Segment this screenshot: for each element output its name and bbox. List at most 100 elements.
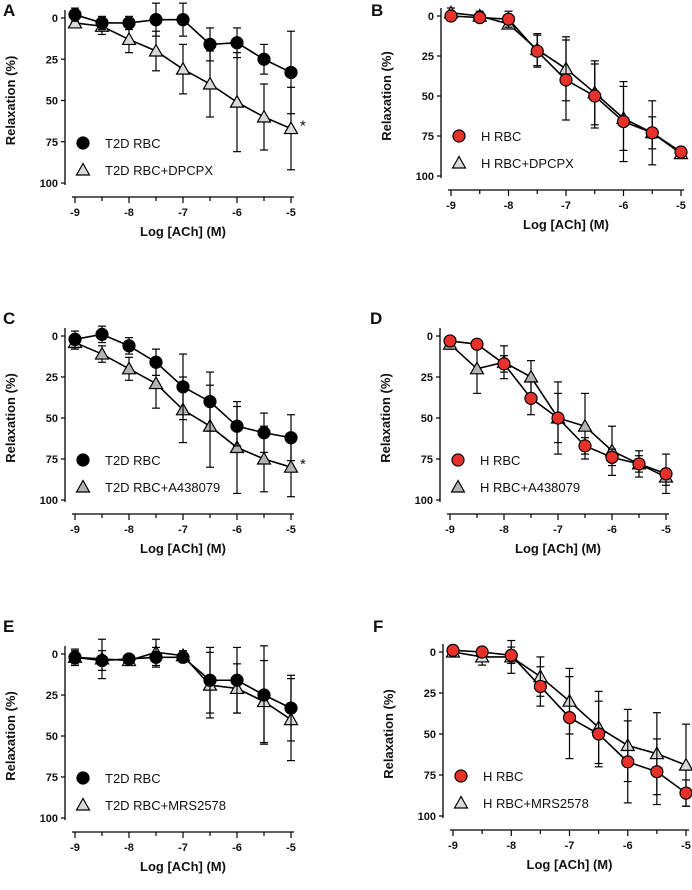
data-point: [679, 786, 692, 800]
y-axis-title: Relaxation (%): [381, 689, 396, 779]
data-point: [659, 467, 673, 481]
legend-marker: [76, 771, 90, 785]
data-point: [257, 688, 271, 702]
series-control: [446, 643, 692, 807]
x-tick-label: -5: [676, 200, 686, 212]
x-tick-label: -9: [448, 840, 458, 852]
legend-marker: [451, 453, 465, 467]
data-point: [592, 727, 606, 741]
y-tick-label: 75: [46, 772, 58, 784]
y-tick-label: 50: [46, 96, 58, 108]
x-tick-label: -6: [232, 207, 242, 219]
y-tick-label: 50: [46, 413, 58, 425]
x-tick-label: -8: [504, 200, 514, 212]
series-control: [68, 645, 298, 745]
x-tick-label: -7: [553, 524, 563, 536]
data-point: [175, 61, 191, 75]
legend-marker: [75, 797, 91, 811]
legend-marker: [450, 479, 466, 493]
x-tick-label: -7: [178, 524, 188, 536]
panel-b: B 0 25 50 75 100 -9 -8 -7 -6 -5 Log [ACh] (M) Relaxa…: [371, 1, 689, 232]
data-point: [122, 16, 136, 30]
x-tick-label: -5: [286, 842, 296, 854]
legend-marker: [454, 769, 468, 783]
y-tick-label: 100: [40, 813, 58, 825]
data-point: [203, 37, 217, 52]
panel-c: C 0 25 50 75 100 -9 -8 -7 -6 -5 Log [ACh] (M) Relaxa…: [3, 309, 306, 556]
x-tick-label: -8: [124, 207, 134, 219]
series-control: [444, 9, 688, 166]
data-point: [283, 120, 299, 135]
panel-a: A 0 25 50 75 100 -9 -8 -7 -6 -5 Log [ACh] (M) Relaxa…: [3, 1, 306, 239]
x-tick-label: -7: [561, 200, 571, 212]
y-tick-label: 25: [422, 51, 434, 63]
legend-marker: [75, 479, 91, 493]
data-point: [632, 457, 646, 471]
data-point: [229, 94, 245, 108]
data-point: [501, 12, 516, 26]
data-point: [504, 648, 518, 662]
significance-mark: *: [300, 118, 306, 135]
panel-letter: F: [373, 617, 383, 636]
legend-label: T2D RBC: [105, 136, 161, 151]
data-point: [256, 451, 272, 465]
legend-label: T2D RBC: [105, 453, 161, 468]
panel-letter: E: [3, 617, 14, 636]
data-point: [559, 73, 573, 87]
x-tick-label: -7: [178, 842, 188, 854]
series-control: [68, 2, 298, 115]
y-axis-title: Relaxation (%): [3, 373, 18, 463]
x-axis-title: Log [ACh] (M): [140, 541, 226, 556]
data-point: [68, 332, 82, 346]
data-point: [122, 652, 136, 666]
data-point: [284, 431, 298, 445]
data-point: [284, 65, 298, 80]
y-tick-label: 75: [421, 454, 433, 466]
data-point: [650, 765, 664, 779]
data-point: [446, 643, 460, 657]
y-tick-label: 75: [46, 454, 58, 466]
y-tick-label: 50: [422, 91, 434, 103]
data-point: [674, 145, 688, 159]
x-tick-label: -6: [607, 524, 617, 536]
y-tick-label: 25: [421, 372, 433, 384]
y-tick-label: 0: [428, 11, 434, 23]
data-point: [616, 114, 631, 129]
x-axis-title: Log [ACh] (M): [527, 857, 613, 872]
data-point: [533, 679, 547, 694]
panel-f: F 0 25 50 75 100 -9 -8 -7 -6 -5 Log [ACh] (M) Relaxa…: [373, 617, 692, 872]
data-point: [257, 52, 271, 66]
x-axis-title: Log [ACh] (M): [140, 224, 226, 239]
y-axis-title: Relaxation (%): [378, 373, 393, 463]
data-point: [202, 76, 218, 90]
panel-letter: C: [3, 309, 15, 328]
data-point: [443, 334, 457, 348]
y-tick-label: 100: [416, 171, 434, 183]
x-tick-label: -9: [445, 524, 455, 536]
data-point: [122, 339, 136, 353]
y-tick-label: 100: [418, 811, 436, 823]
data-point: [283, 459, 299, 473]
data-point: [562, 710, 577, 725]
x-tick-label: -7: [565, 840, 575, 852]
data-point: [605, 450, 619, 464]
data-point: [530, 44, 544, 58]
data-point: [149, 13, 163, 27]
y-tick-label: 0: [427, 331, 433, 343]
x-tick-label: -7: [178, 207, 188, 219]
legend-label: H RBC: [481, 129, 521, 144]
x-tick-label: -8: [499, 524, 509, 536]
data-point: [678, 757, 692, 771]
x-tick-label: -5: [286, 524, 296, 536]
legend-label: H RBC+DPCPX: [481, 156, 574, 171]
series-control: [68, 325, 298, 462]
x-tick-label: -8: [506, 840, 516, 852]
x-tick-label: -6: [232, 842, 242, 854]
data-point: [68, 650, 82, 664]
x-tick-label: -9: [446, 200, 456, 212]
data-point: [121, 31, 137, 46]
data-point: [68, 8, 82, 22]
data-point: [645, 126, 659, 140]
x-tick-label: -5: [681, 840, 691, 852]
data-point: [578, 439, 592, 453]
